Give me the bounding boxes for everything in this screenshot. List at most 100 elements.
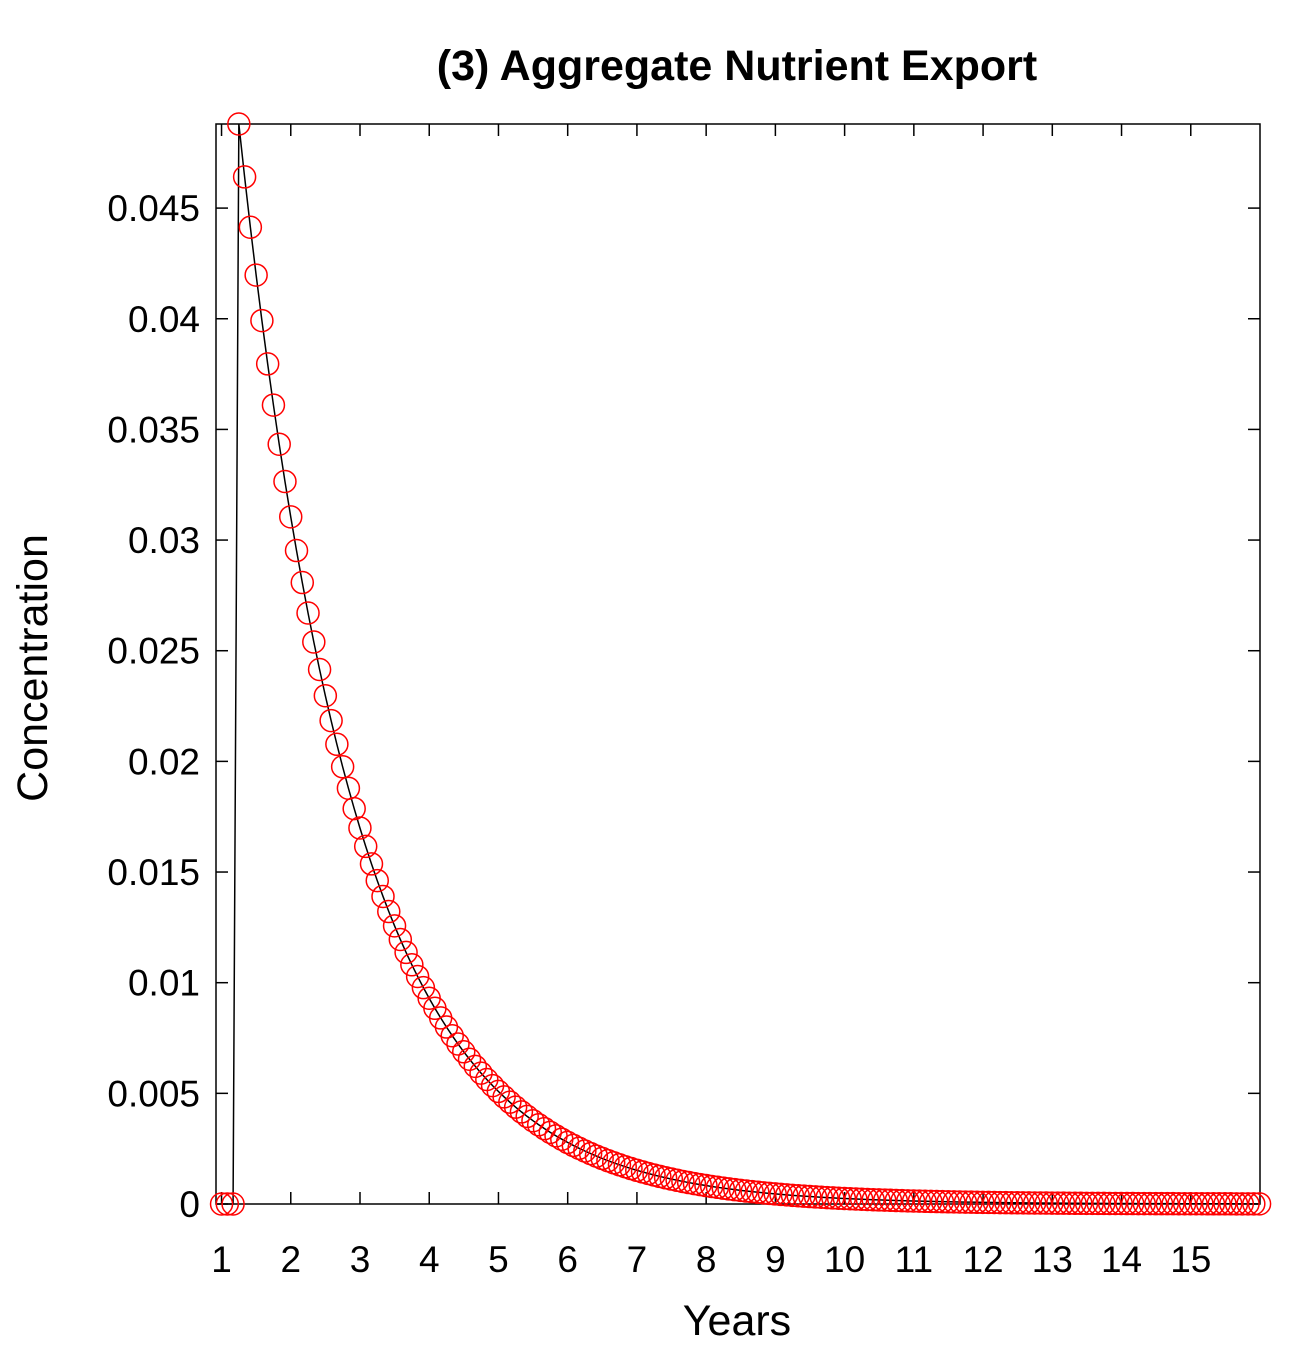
data-point: [901, 1189, 926, 1213]
x-tick-label: 14: [1101, 1239, 1142, 1280]
data-point: [723, 1177, 747, 1202]
data-point: [919, 1189, 943, 1214]
data-point: [538, 1120, 562, 1145]
data-point: [1063, 1191, 1087, 1216]
x-tick-label: 3: [350, 1239, 371, 1280]
data-point: [930, 1189, 955, 1214]
data-point: [348, 816, 372, 840]
data-point: [774, 1183, 799, 1207]
data-point: [953, 1190, 978, 1214]
data-point: [353, 834, 378, 859]
data-point: [250, 308, 274, 333]
data-point: [826, 1186, 851, 1210]
data-point: [913, 1189, 937, 1214]
data-point: [780, 1183, 805, 1208]
data-point: [1201, 1192, 1226, 1216]
x-tick-label: 4: [419, 1239, 440, 1280]
data-point: [1161, 1191, 1185, 1216]
data-point: [273, 469, 297, 494]
data-point: [573, 1139, 597, 1163]
data-point: [757, 1181, 782, 1206]
data-point: [255, 352, 280, 376]
data-point: [1069, 1191, 1093, 1216]
data-point: [1086, 1191, 1110, 1216]
x-tick-label: 11: [895, 1239, 933, 1280]
y-axis-label: Concentration: [9, 534, 57, 802]
data-point: [1092, 1191, 1116, 1216]
data-point: [1115, 1191, 1139, 1216]
data-point: [1242, 1192, 1266, 1216]
y-axis-ticks: 0 0.005 0.01 0.015 0.02 0.025 0.03 0.035 0.04 0.0…: [107, 188, 1260, 1225]
data-point: [440, 1023, 464, 1048]
data-point: [296, 601, 320, 625]
data-point: [1097, 1191, 1122, 1216]
data-point: [999, 1190, 1024, 1215]
plot-frame: [215, 123, 1261, 1205]
data-point: [377, 899, 401, 924]
data-point: [936, 1190, 960, 1214]
data-point: [1195, 1192, 1220, 1216]
data-point: [1080, 1191, 1105, 1216]
data-point: [798, 1184, 822, 1209]
y-tick-label: 0.015: [107, 852, 200, 893]
data-point: [278, 505, 303, 529]
series-line: [221, 123, 1260, 1205]
data-point: [1028, 1191, 1053, 1215]
x-tick-label: 13: [1032, 1239, 1073, 1280]
data-point: [1236, 1192, 1260, 1216]
data-point: [325, 732, 349, 757]
data-point: [976, 1190, 1001, 1215]
data-point: [947, 1190, 972, 1214]
data-point: [267, 432, 291, 456]
x-tick-label: 2: [280, 1239, 301, 1280]
x-tick-label: 6: [557, 1239, 578, 1280]
data-point: [803, 1185, 828, 1209]
data-point: [244, 263, 268, 287]
data-point: [1051, 1191, 1076, 1215]
data-point: [434, 1015, 459, 1039]
data-point: [302, 630, 326, 654]
data-point: [342, 796, 366, 821]
data-point: [740, 1179, 764, 1204]
y-tick-label: 0.01: [128, 963, 200, 1004]
data-point: [878, 1188, 903, 1213]
data-point: [838, 1187, 862, 1211]
data-point: [290, 570, 315, 595]
data-point: [382, 914, 407, 938]
data-point: [861, 1187, 885, 1212]
data-point: [261, 393, 286, 417]
data-point: [1207, 1192, 1231, 1216]
data-point: [371, 884, 395, 909]
data-point: [1040, 1191, 1064, 1215]
data-point: [1144, 1191, 1168, 1216]
data-point: [330, 755, 355, 779]
data-point: [359, 852, 384, 876]
data-point: [1011, 1191, 1035, 1215]
data-point: [855, 1187, 880, 1212]
data-point: [1138, 1191, 1162, 1216]
y-tick-label: 0: [179, 1184, 200, 1225]
data-point: [884, 1188, 909, 1213]
data-point: [526, 1113, 551, 1137]
data-point: [221, 1192, 245, 1216]
data-point: [446, 1032, 470, 1056]
data-point: [792, 1184, 816, 1208]
data-point: [809, 1185, 834, 1209]
data-point: [1247, 1192, 1272, 1216]
data-point: [815, 1185, 839, 1210]
data-point: [1155, 1191, 1180, 1216]
x-tick-label: 12: [962, 1239, 1003, 1280]
data-point: [1190, 1192, 1214, 1216]
data-point: [365, 868, 389, 893]
data-point: [734, 1179, 759, 1203]
data-point: [849, 1187, 874, 1211]
x-tick-label: 8: [696, 1239, 717, 1280]
x-tick-label: 9: [765, 1239, 786, 1280]
y-tick-label: 0.005: [107, 1073, 200, 1114]
x-axis-label: Years: [683, 1297, 791, 1345]
data-point: [1224, 1192, 1249, 1216]
x-tick-label: 1: [211, 1239, 232, 1280]
data-point: [994, 1190, 1018, 1215]
data-point: [1184, 1191, 1208, 1216]
x-tick-label: 7: [627, 1239, 648, 1280]
